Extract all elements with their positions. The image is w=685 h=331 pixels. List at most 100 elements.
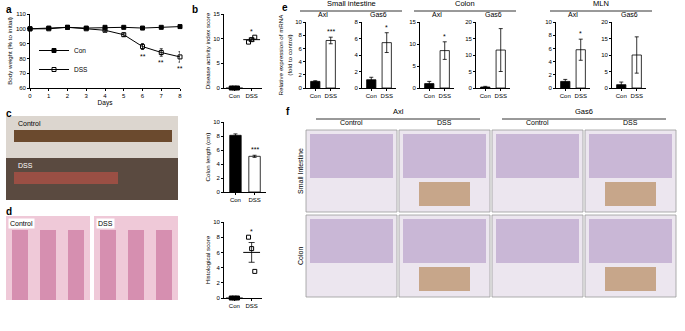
svg-text:DSS: DSS [631,93,643,99]
svg-text:1: 1 [47,93,51,99]
svg-text:DSS: DSS [74,66,88,73]
svg-text:Disease activity index score: Disease activity index score [204,12,211,89]
svg-text:DSS: DSS [248,197,260,203]
svg-text:DSS: DSS [437,119,452,126]
svg-text:2: 2 [355,69,359,75]
svg-text:0: 0 [413,85,417,91]
svg-text:90: 90 [19,41,26,47]
svg-text:f: f [286,106,290,117]
svg-text:6: 6 [299,46,303,52]
svg-text:Con: Con [229,93,240,99]
svg-text:DSS: DSS [98,220,113,227]
svg-text:Con: Con [229,303,240,309]
svg-text:Axl: Axl [318,11,328,18]
svg-text:Con: Con [480,93,491,99]
svg-text:0: 0 [355,85,359,91]
svg-text:MLN: MLN [593,0,609,8]
svg-text:2: 2 [299,72,303,78]
svg-text:DSS: DSS [623,119,638,126]
svg-text:Axl: Axl [432,11,442,18]
svg-text:7: 7 [160,93,164,99]
svg-text:Colon: Colon [455,0,475,8]
svg-text:Con: Con [560,93,571,99]
svg-text:4: 4 [103,93,107,99]
svg-text:100: 100 [16,26,27,32]
svg-text:e: e [282,2,288,13]
svg-text:Days: Days [98,99,114,107]
svg-text:*: * [385,24,388,31]
svg-text:Gas6: Gas6 [621,11,638,18]
svg-text:a: a [6,4,12,15]
svg-text:Histological score: Histological score [204,235,211,284]
svg-text:15: 15 [601,36,608,42]
svg-text:Con: Con [424,93,435,99]
svg-text:4: 4 [355,52,359,58]
svg-text:DSS: DSS [381,93,393,99]
svg-text:0: 0 [217,295,221,301]
svg-text:Con: Con [74,47,86,54]
svg-text:8: 8 [549,32,553,38]
svg-text:110: 110 [16,11,26,17]
svg-text:5: 5 [122,93,126,99]
svg-text:*: * [250,228,253,235]
svg-text:0: 0 [469,85,473,91]
svg-text:DSS: DSS [495,93,507,99]
svg-text:5: 5 [413,63,417,69]
svg-text:***: *** [251,146,259,153]
svg-text:Body weight (% to initial): Body weight (% to initial) [6,17,13,85]
svg-text:0: 0 [217,85,221,91]
svg-text:10: 10 [601,52,608,58]
svg-text:Con: Con [616,93,627,99]
svg-text:8: 8 [299,32,303,38]
svg-text:b: b [192,4,198,15]
svg-text:10: 10 [545,19,552,25]
svg-text:6: 6 [549,46,553,52]
svg-text:2: 2 [66,93,70,99]
svg-text:2: 2 [549,72,553,78]
svg-text:Con: Con [366,93,377,99]
svg-text:6: 6 [141,93,145,99]
svg-text:**: ** [177,65,183,72]
svg-text:15: 15 [465,36,472,42]
svg-text:10: 10 [213,119,220,125]
svg-text:2: 2 [217,175,221,181]
svg-text:Relative expression of mRNA(fo: Relative expression of mRNA(fold to cont… [277,14,292,96]
svg-text:Control: Control [18,120,41,127]
svg-text:DSS: DSS [575,93,587,99]
svg-text:10: 10 [465,52,472,58]
svg-text:c: c [6,108,12,119]
svg-text:Gas6: Gas6 [575,107,593,116]
svg-text:Gas6: Gas6 [370,11,387,18]
svg-text:8: 8 [217,234,221,240]
svg-text:0: 0 [299,85,303,91]
svg-text:Con: Con [310,93,321,99]
svg-text:60: 60 [19,85,26,91]
svg-text:6: 6 [217,147,221,153]
svg-text:0: 0 [549,85,553,91]
svg-text:Control: Control [10,220,33,227]
svg-text:Colon length (cm): Colon length (cm) [204,133,211,182]
svg-text:0: 0 [605,85,609,91]
svg-text:*: * [579,30,582,37]
svg-text:Axl: Axl [568,11,578,18]
svg-text:6: 6 [355,36,359,42]
svg-text:**: ** [158,59,164,66]
svg-text:4: 4 [217,265,221,271]
svg-text:6: 6 [217,250,221,256]
svg-text:8: 8 [355,19,359,25]
svg-text:5: 5 [469,69,473,75]
svg-text:15: 15 [213,11,220,17]
svg-text:10: 10 [295,19,302,25]
svg-text:d: d [6,206,12,217]
svg-text:2: 2 [217,280,221,286]
svg-text:DSS: DSS [325,93,337,99]
svg-text:Axl: Axl [393,107,404,116]
svg-text:DSS: DSS [245,303,257,309]
svg-text:5: 5 [605,69,609,75]
svg-text:Colon: Colon [297,247,304,265]
svg-text:20: 20 [601,19,608,25]
svg-text:Small Intestine: Small Intestine [297,148,304,194]
svg-text:*: * [443,33,446,40]
svg-text:8: 8 [178,93,182,99]
svg-text:Control: Control [340,119,363,126]
